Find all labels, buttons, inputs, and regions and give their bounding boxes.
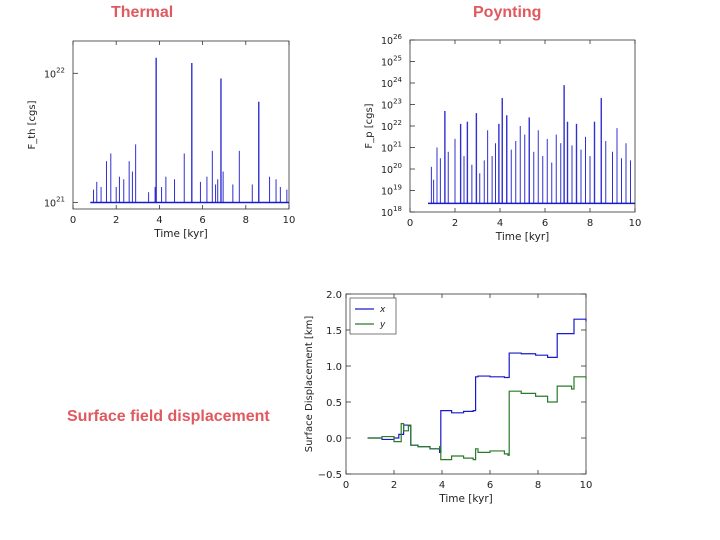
poynting-ytick-label: 1025 bbox=[381, 55, 402, 69]
displacement-legend: xy bbox=[349, 297, 397, 335]
thermal-ytick-base: 10 bbox=[44, 69, 56, 80]
thermal-xtick-label: 2 bbox=[113, 215, 119, 226]
displacement-ytick-label: −0.5 bbox=[318, 470, 342, 481]
poynting-ytick-exponent: 22 bbox=[393, 119, 402, 127]
displacement-xtick-label: 10 bbox=[580, 480, 593, 491]
poynting-ytick-label: 1023 bbox=[381, 98, 402, 112]
thermal-ytick-base: 10 bbox=[44, 199, 56, 210]
poynting-ytick-base: 10 bbox=[381, 36, 393, 47]
thermal-xtick-label: 4 bbox=[156, 215, 162, 226]
poynting-xtick-label: 6 bbox=[542, 218, 548, 229]
displacement-ytick-label: 0.5 bbox=[326, 398, 342, 409]
thermal-ytick-label: 1022 bbox=[44, 66, 65, 80]
displacement-caption: Surface field displacement bbox=[67, 408, 270, 425]
poynting-ytick-exponent: 18 bbox=[393, 205, 402, 213]
displacement-ytick-label: 1.0 bbox=[326, 362, 342, 373]
poynting-plot-frame bbox=[409, 39, 636, 213]
thermal-xtick-label: 8 bbox=[243, 215, 249, 226]
poynting-xlabel: Time [kyr] bbox=[495, 231, 549, 243]
thermal-xlabel: Time [kyr] bbox=[153, 228, 207, 240]
poynting-ytick-base: 10 bbox=[381, 208, 393, 219]
displacement-chart: −0.5 0.0 0.5 1.0 1.5 2.0 0 2 4 6 8 10 Time [kyr] Surf… bbox=[304, 290, 593, 505]
displacement-ylabel: Surface Displacement [km] bbox=[304, 316, 315, 453]
displacement-ytick-label: 0.0 bbox=[326, 434, 342, 445]
poynting-ytick-base: 10 bbox=[381, 187, 393, 198]
displacement-legend-label-x: x bbox=[379, 305, 386, 315]
poynting-ylabel: F_p [cgs] bbox=[364, 103, 375, 148]
poynting-xtick-label: 2 bbox=[452, 218, 458, 229]
thermal-plot-frame bbox=[72, 40, 290, 210]
poynting-ytick-base: 10 bbox=[381, 165, 393, 176]
poynting-ytick-label: 1019 bbox=[381, 184, 402, 198]
displacement-xtick-label: 0 bbox=[343, 480, 349, 491]
thermal-ytick-exponent: 21 bbox=[56, 196, 65, 204]
displacement-xtick-label: 6 bbox=[487, 480, 493, 491]
thermal-ytick-exponent: 22 bbox=[56, 66, 65, 74]
displacement-ytick-label: 2.0 bbox=[326, 290, 342, 301]
thermal-xtick-label: 10 bbox=[283, 215, 296, 226]
displacement-legend-box bbox=[349, 297, 397, 335]
displacement-series-x-line bbox=[367, 318, 587, 453]
displacement-ytick-label: 1.5 bbox=[326, 326, 342, 337]
displacement-xtick-label: 4 bbox=[439, 480, 445, 491]
poynting-ytick-label: 1026 bbox=[381, 33, 403, 47]
poynting-ytick-base: 10 bbox=[381, 122, 393, 133]
poynting-ytick-label: 1018 bbox=[381, 205, 402, 219]
displacement-xtick-label: 8 bbox=[535, 480, 541, 491]
poynting-ytick-exponent: 21 bbox=[393, 141, 402, 149]
poynting-ytick-exponent: 24 bbox=[393, 76, 402, 84]
displacement-series-y-line bbox=[367, 376, 587, 461]
poynting-xtick-label: 10 bbox=[629, 218, 642, 229]
poynting-ytick-base: 10 bbox=[381, 101, 393, 112]
poynting-xtick-label: 8 bbox=[587, 218, 593, 229]
thermal-ylabel: F_th [cgs] bbox=[27, 100, 38, 149]
poynting-ytick-label: 1021 bbox=[381, 141, 402, 155]
poynting-xtick-label: 0 bbox=[407, 218, 413, 229]
poynting-ytick-label: 1020 bbox=[381, 162, 402, 176]
thermal-ytick-label: 1021 bbox=[44, 196, 65, 210]
poynting-ytick-exponent: 23 bbox=[393, 98, 402, 106]
poynting-ytick-exponent: 20 bbox=[393, 162, 402, 170]
thermal-xtick-label: 0 bbox=[70, 215, 76, 226]
displacement-xtick-label: 2 bbox=[391, 480, 397, 491]
thermal-caption: Thermal bbox=[111, 4, 174, 21]
poynting-ytick-label: 1022 bbox=[381, 119, 402, 133]
poynting-ytick-base: 10 bbox=[381, 58, 393, 69]
poynting-ytick-exponent: 25 bbox=[393, 55, 402, 63]
poynting-ytick-exponent: 26 bbox=[393, 33, 402, 41]
thermal-xtick-label: 6 bbox=[199, 215, 205, 226]
displacement-xlabel: Time [kyr] bbox=[438, 493, 492, 505]
poynting-ytick-label: 1024 bbox=[381, 76, 403, 90]
poynting-caption: Poynting bbox=[473, 4, 542, 21]
poynting-ytick-exponent: 19 bbox=[393, 184, 402, 192]
poynting-ytick-base: 10 bbox=[381, 144, 393, 155]
poynting-ytick-base: 10 bbox=[381, 79, 393, 90]
poynting-xtick-label: 4 bbox=[497, 218, 503, 229]
displacement-legend-label-y: y bbox=[379, 320, 386, 330]
